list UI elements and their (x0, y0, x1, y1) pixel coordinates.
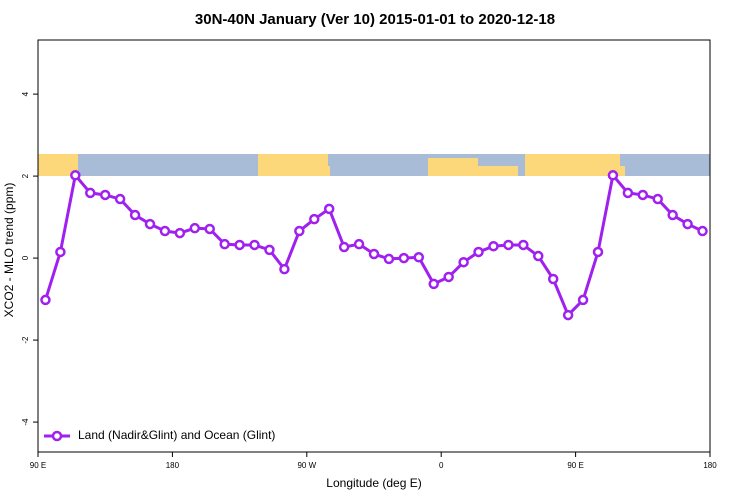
data-point (622, 187, 634, 199)
data-point (114, 193, 126, 205)
data-point (279, 263, 290, 275)
x-tick-label: 90 E (30, 461, 46, 470)
data-point (667, 209, 678, 221)
data-point (70, 170, 81, 181)
y-tick-label: 4 (21, 91, 30, 96)
data-point (637, 189, 649, 201)
data-point (264, 244, 275, 256)
data-point (607, 170, 619, 181)
data-point (144, 218, 156, 230)
data-point (383, 253, 395, 265)
data-point (652, 193, 663, 205)
data-point (174, 227, 186, 239)
data-point (353, 238, 365, 250)
data-point (592, 246, 604, 258)
x-tick-label: 180 (166, 461, 180, 470)
y-tick-label: 2 (21, 173, 30, 178)
y-axis-label: XCO2 - MLO trend (ppm) (2, 183, 16, 318)
data-point (323, 203, 335, 215)
x-tick-label: 90 E (567, 461, 583, 470)
data-point (413, 252, 425, 263)
data-point (85, 187, 96, 199)
x-tick-label: 180 (703, 461, 717, 470)
data-point (533, 250, 544, 262)
data-point (55, 246, 66, 258)
y-tick-label: 0 (21, 255, 30, 260)
data-point (443, 271, 454, 283)
data-point (338, 241, 350, 253)
data-point (562, 309, 574, 321)
data-point (473, 246, 484, 258)
data-point (577, 294, 589, 306)
data-point (518, 239, 529, 251)
data-point (204, 223, 215, 235)
data-point (99, 189, 111, 201)
chart-title: 30N-40N January (Ver 10) 2015-01-01 to 2… (195, 11, 555, 28)
legend-label: Land (Nadir&Glint) and Ocean (Glint) (78, 428, 275, 442)
x-tick-label: 0 (439, 461, 444, 470)
data-point (40, 294, 51, 306)
data-point (309, 213, 320, 225)
data-point (428, 278, 439, 290)
x-axis-label: Longitude (deg E) (326, 476, 421, 490)
series-line (44, 171, 704, 318)
data-point (189, 222, 201, 234)
map-strip (38, 154, 710, 176)
data-point (488, 240, 499, 252)
data-point (503, 239, 514, 251)
data-point (458, 256, 469, 268)
data-point (234, 239, 245, 251)
data-point (219, 238, 230, 250)
y-tick-label: -2 (21, 336, 30, 344)
x-tick-label: 90 W (297, 461, 316, 470)
legend-marker (51, 430, 63, 442)
data-point (368, 248, 380, 260)
data-point (159, 225, 171, 237)
data-point (249, 239, 260, 251)
plot-frame (37, 39, 711, 453)
data-point (398, 252, 410, 264)
data-point (547, 273, 559, 285)
data-point (682, 218, 693, 230)
data-point (294, 225, 305, 237)
y-tick-label: -4 (21, 418, 30, 426)
data-point (697, 225, 708, 237)
data-point (129, 209, 141, 221)
